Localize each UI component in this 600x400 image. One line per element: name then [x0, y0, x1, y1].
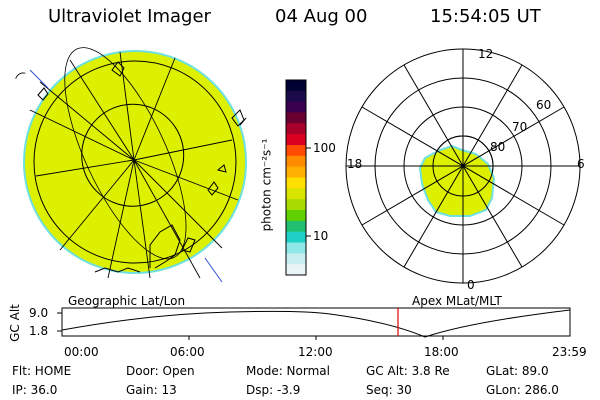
geo-meridian-line	[133, 159, 151, 279]
polar-mlat-60: 60	[536, 98, 552, 112]
geo-meridian-line	[59, 159, 135, 251]
colorbar-segment	[286, 80, 306, 92]
altitude-xtick-0: 00:00	[64, 345, 99, 359]
status-gain: Gain: 13	[126, 383, 177, 397]
altitude-ytick-low: 1.8	[29, 324, 49, 338]
colorbar-unit-label: photon cm⁻²s⁻¹	[259, 138, 274, 232]
polar-mlt-0: 0	[467, 278, 475, 292]
geo-panel-label: Geographic Lat/Lon	[68, 294, 186, 308]
status-dsp: Dsp: -3.9	[246, 383, 301, 397]
colorbar-segment	[286, 155, 306, 168]
colorbar-segment	[286, 101, 306, 113]
status-seq: Seq: 30	[366, 383, 412, 397]
colorbar-segment	[286, 220, 306, 233]
polar-mlat-80: 80	[490, 140, 506, 154]
geo-meridians	[29, 51, 239, 279]
status-glat: GLat: 89.0	[486, 364, 549, 378]
polar-panel-label: Apex MLat/MLT	[412, 294, 502, 308]
altitude-xtick-3: 18:00	[424, 345, 459, 359]
colorbar-tick-10: 10	[313, 229, 329, 243]
polar-mlt-6: 6	[577, 157, 585, 171]
geo-meridian-line	[35, 159, 135, 177]
status-glon: GLon: 286.0	[486, 383, 559, 397]
colorbar-segment	[286, 177, 306, 189]
colorbar-segment	[286, 134, 306, 146]
altitude-xtick-1: 06:00	[170, 345, 205, 359]
geo-meridian-line	[29, 109, 135, 161]
colorbar-segment	[286, 90, 306, 103]
colorbar-segment	[286, 210, 306, 222]
geo-meridian-line	[133, 159, 201, 279]
geo-earth-disk	[23, 47, 247, 274]
colorbar-segment	[286, 112, 306, 124]
polar-ring-inner-redraw	[432, 135, 494, 197]
altitude-plot-frame	[57, 307, 571, 340]
time-label: 15:54:05 UT	[430, 6, 541, 27]
status-mode: Mode: Normal	[246, 364, 330, 378]
geo-overflow-lines	[29, 69, 223, 283]
geo-meridian-line	[133, 159, 239, 201]
altitude-ylabel-rot: GC Alt	[7, 304, 22, 342]
colorbar-segment	[286, 264, 306, 276]
polar-aurora-oval	[418, 144, 496, 217]
colorbar-tick-100: 100	[313, 141, 336, 155]
instrument-title: Ultraviolet Imager	[48, 6, 211, 27]
geo-meridian-line	[69, 59, 135, 161]
colorbar-segment	[286, 242, 306, 254]
status-door: Door: Open	[126, 364, 195, 378]
altitude-xtick-4: 23:59	[552, 345, 587, 359]
colorbar-segment	[286, 188, 306, 200]
status-gc-alt: GC Alt: 3.8 Re	[366, 364, 450, 378]
colorbar	[285, 79, 307, 276]
status-flight: Flt: HOME	[12, 364, 72, 378]
polar-spokes	[346, 49, 580, 283]
altitude-curve	[61, 309, 571, 338]
polar-mlat-70: 70	[512, 120, 528, 134]
altitude-xtick-2: 12:00	[298, 345, 333, 359]
colorbar-segment	[286, 145, 306, 157]
geo-meridian-line	[133, 57, 176, 161]
status-ip: IP: 36.0	[12, 383, 58, 397]
colorbar-ticks	[306, 147, 311, 237]
colorbar-segment	[286, 199, 306, 211]
colorbar-segment	[286, 231, 306, 243]
polar-mlt-18: 18	[347, 157, 363, 171]
colorbar-segment	[286, 123, 306, 135]
colorbar-segment	[286, 166, 306, 178]
geo-meridian-line	[119, 51, 135, 161]
date-label: 04 Aug 00	[275, 6, 368, 27]
geo-meridian-line	[133, 159, 223, 249]
colorbar-frame	[285, 79, 307, 276]
geo-meridian-line	[133, 139, 233, 161]
geo-meridian-line	[39, 81, 135, 161]
polar-mlt-12: 12	[478, 47, 494, 61]
altitude-ytick-high: 9.0	[29, 306, 49, 320]
geo-meridian-line	[107, 159, 135, 279]
colorbar-segment	[286, 253, 306, 265]
coastline-outlines	[37, 61, 247, 273]
